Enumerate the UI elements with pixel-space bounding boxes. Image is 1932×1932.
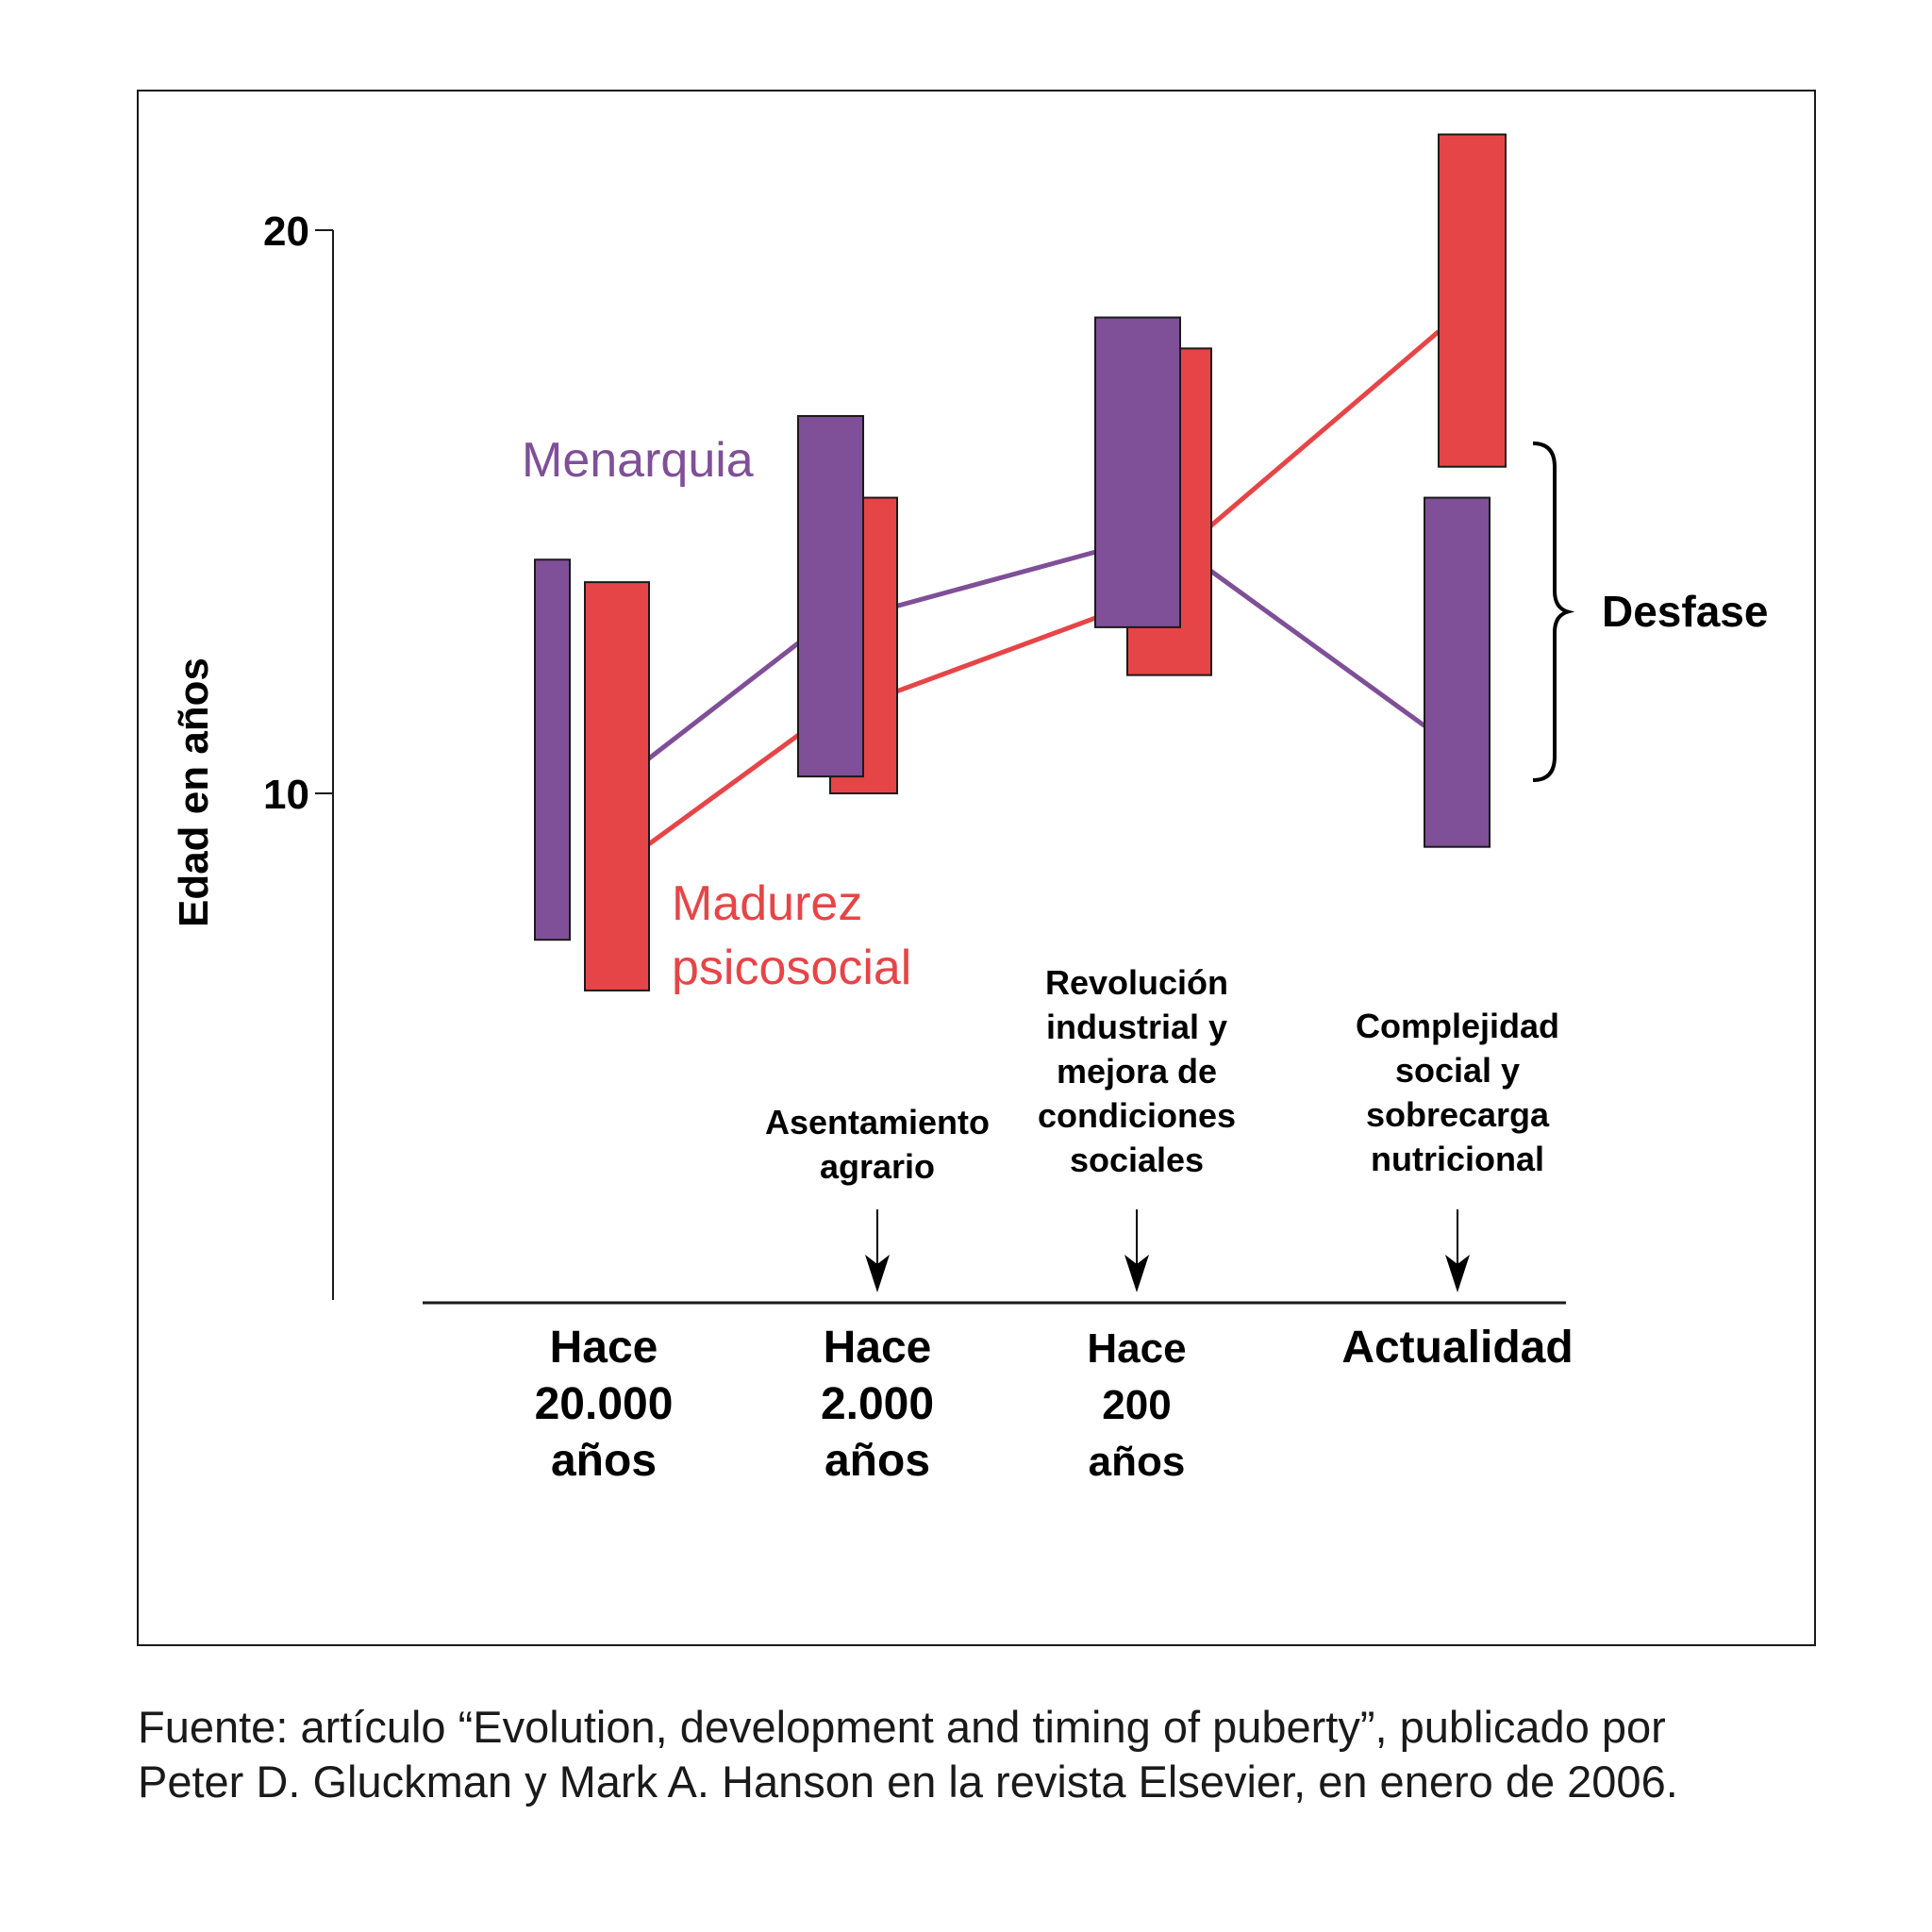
event-label: sobrecarga [1366,1095,1550,1134]
event-arrow-head [865,1255,890,1292]
source-line-2: Peter D. Gluckman y Mark A. Hanson en la… [138,1757,1678,1807]
event-label: social y [1395,1051,1520,1090]
madurez-bar-4 [1438,133,1507,468]
event-label: Revolución [1045,963,1228,1002]
source-note: Fuente: artículo “Evolution, development… [138,1700,1836,1809]
category-label: Actualidad [1341,1323,1573,1373]
category-label: 20.000 [535,1379,674,1429]
bracket [1532,441,1575,782]
event-label: Complejidad [1356,1007,1559,1045]
category-label: Hace [550,1323,658,1373]
category-label: Hace [1087,1325,1186,1372]
category-label: años [1089,1439,1186,1485]
category-label: 200 [1102,1382,1171,1428]
y-tick-label: 10 [263,772,309,818]
menarquia-bar-4 [1424,496,1491,848]
bracket-label: Desfase [1602,587,1768,636]
event-label: industrial y [1046,1008,1227,1046]
series-label-menarquia: Menarquia [522,433,754,488]
series-label-madurez: Madurez [672,876,862,931]
y-axis-label: Edad en años [171,658,217,927]
menarquia-bar-2 [797,415,864,778]
menarquia-bar-1 [534,558,571,941]
madurez-line-segment [647,718,821,846]
event-label: agrario [820,1147,935,1186]
event-label: mejora de [1057,1052,1217,1091]
y-tick-label: 20 [263,208,309,255]
series-label-madurez: psicosocial [672,941,911,995]
event-label: nutricional [1371,1140,1544,1178]
category-label: años [551,1436,657,1486]
category-label: años [824,1436,930,1486]
chart-frame [137,90,1816,1646]
category-label: 2.000 [821,1379,934,1429]
event-label: sociales [1070,1141,1204,1179]
menarquia-bar-3 [1094,316,1181,628]
madurez-bar-1 [584,581,650,991]
event-arrow-head [1124,1255,1149,1292]
event-label: Asentamiento [765,1103,990,1141]
event-arrow-head [1445,1255,1470,1292]
category-label: Hace [824,1323,932,1373]
event-label: condiciones [1038,1096,1236,1135]
source-line-1: Fuente: artículo “Evolution, development… [138,1702,1666,1752]
